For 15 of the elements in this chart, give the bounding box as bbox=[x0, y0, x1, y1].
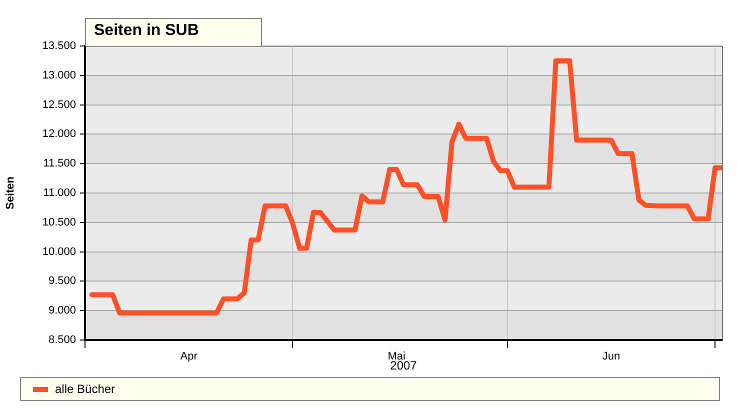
y-tick-label: 11.000 bbox=[43, 187, 76, 200]
y-tick-label: 10.500 bbox=[42, 216, 76, 228]
y-tick-label: 8.500 bbox=[48, 334, 76, 346]
y-tick-label: 9.500 bbox=[48, 275, 76, 288]
y-tick-label: 11.500 bbox=[43, 158, 76, 170]
y-axis-title: Seiten bbox=[4, 176, 17, 210]
legend-label: alle Bücher bbox=[55, 382, 116, 396]
y-tick-label: 12.000 bbox=[42, 128, 76, 140]
y-tick-label: 12.500 bbox=[42, 98, 76, 111]
y-tick-label: 10.000 bbox=[42, 246, 76, 258]
y-tick-label: 13.000 bbox=[42, 69, 76, 82]
y-tick-label: 13.500 bbox=[42, 40, 76, 52]
y-tick-label: 9.000 bbox=[48, 304, 76, 317]
x-tick-label: Apr bbox=[180, 350, 198, 363]
x-tick-label: Jun bbox=[602, 350, 620, 363]
